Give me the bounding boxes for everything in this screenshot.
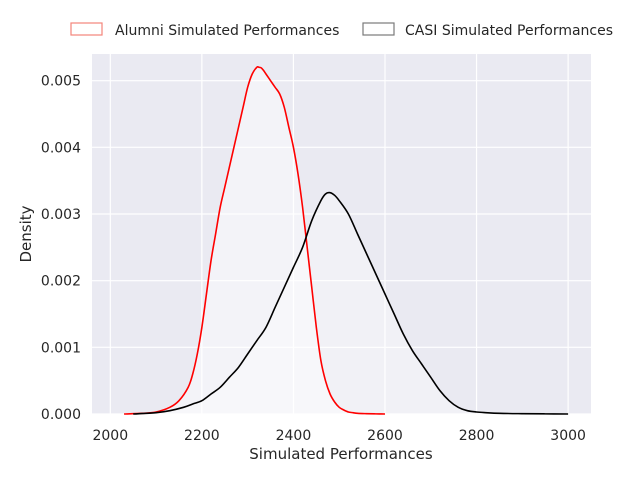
y-tick-label: 0.003	[41, 207, 81, 223]
series-fill-0	[124, 66, 385, 414]
x-axis-label: Simulated Performances	[249, 445, 433, 463]
x-tick-label: 3000	[550, 428, 586, 444]
x-tick-labels: 2000 2200 2400 2600 2800 3000	[92, 428, 585, 444]
y-tick-label: 0.005	[41, 74, 81, 90]
legend-swatch-alumni	[70, 22, 103, 36]
series-fills	[124, 66, 569, 414]
x-tick-label: 2600	[367, 428, 403, 444]
y-tick-label: 0.000	[41, 407, 81, 423]
x-tick-label: 2400	[276, 428, 312, 444]
y-axis-label: Density	[17, 205, 35, 262]
x-tick-label: 2200	[184, 428, 220, 444]
legend-label-alumni: Alumni Simulated Performances	[115, 23, 339, 39]
y-tick-label: 0.002	[41, 274, 81, 290]
plot-area	[92, 54, 591, 414]
y-tick-label: 0.004	[41, 140, 81, 156]
x-tick-label: 2000	[92, 428, 128, 444]
legend-label-casi: CASI Simulated Performances	[405, 23, 613, 39]
legend: Alumni Simulated Performances CASI Simul…	[70, 22, 613, 39]
y-tick-label: 0.001	[41, 340, 81, 356]
series-line-1	[133, 191, 569, 415]
series-line-0	[124, 66, 386, 415]
legend-swatch-casi	[362, 22, 395, 36]
grid	[92, 54, 591, 415]
x-tick-label: 2800	[459, 428, 495, 444]
series-lines	[124, 66, 569, 415]
series-fill-1	[133, 192, 569, 414]
y-tick-labels: 0.000 0.001 0.002 0.003 0.004 0.005	[41, 74, 81, 423]
